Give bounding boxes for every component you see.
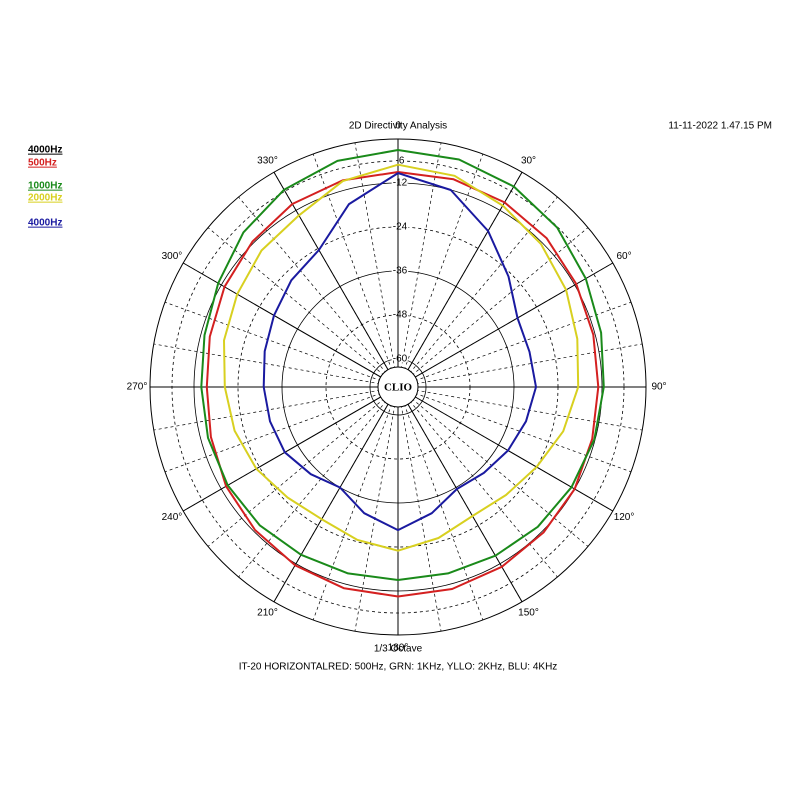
spoke (397, 153, 484, 388)
spoke (397, 386, 632, 473)
chart-title: 2D Directivity Analysis (349, 121, 447, 132)
theta-tick-label: 90° (651, 382, 666, 393)
spoke (238, 196, 399, 388)
theta-tick-label: 300° (162, 251, 183, 262)
series-line (205, 171, 600, 598)
series-line (262, 172, 537, 532)
r-tick-label: -12 (393, 178, 408, 189)
theta-tick-label: 270° (127, 382, 148, 393)
x-label: 1/3 Octave (374, 644, 423, 655)
major-spoke (397, 171, 523, 388)
legend-entry: 1000Hz (28, 181, 62, 192)
theta-tick-label: 30° (521, 156, 536, 167)
major-spoke (273, 171, 399, 388)
spoke (207, 386, 399, 547)
r-tick-label: -48 (393, 310, 408, 321)
legend-title: 4000Hz (28, 145, 62, 156)
r-tick-label: -60 (393, 354, 408, 365)
legend-entry: 500Hz (28, 158, 57, 169)
spoke (153, 343, 399, 388)
center-disc (377, 366, 419, 408)
major-spoke (182, 386, 399, 512)
spoke (164, 386, 399, 473)
spoke (397, 196, 558, 388)
major-spoke (397, 386, 614, 512)
legend-entry: 4000Hz (28, 218, 62, 229)
timestamp: 11-11-2022 1.47.15 PM (668, 121, 772, 132)
spoke (397, 142, 442, 388)
theta-tick-label: 120° (614, 512, 635, 523)
theta-tick-label: 180° (388, 643, 409, 654)
theta-tick-label: 150° (518, 608, 539, 619)
theta-tick-label: 330° (257, 156, 278, 167)
theta-tick-label: 0 (395, 121, 401, 132)
caption: IT-20 HORIZONTALRED: 500Hz, GRN: 1KHz, Y… (239, 662, 558, 673)
spoke (397, 227, 589, 388)
center-label: CLIO (384, 382, 413, 394)
spoke (153, 386, 399, 431)
theta-tick-label: 240° (162, 512, 183, 523)
spoke (397, 301, 632, 388)
legend-entry: 2000Hz (28, 193, 62, 204)
r-tick-label: -36 (393, 266, 408, 277)
spoke (164, 301, 399, 388)
spoke (397, 386, 558, 578)
theta-tick-label: 60° (616, 251, 631, 262)
series-line (223, 163, 580, 552)
theta-tick-label: 210° (257, 608, 278, 619)
spoke (354, 142, 399, 388)
r-tick-label: -24 (393, 222, 408, 233)
spoke (397, 386, 643, 431)
spoke (207, 227, 399, 388)
spoke (238, 386, 399, 578)
series-line (200, 149, 605, 581)
spoke (397, 386, 589, 547)
